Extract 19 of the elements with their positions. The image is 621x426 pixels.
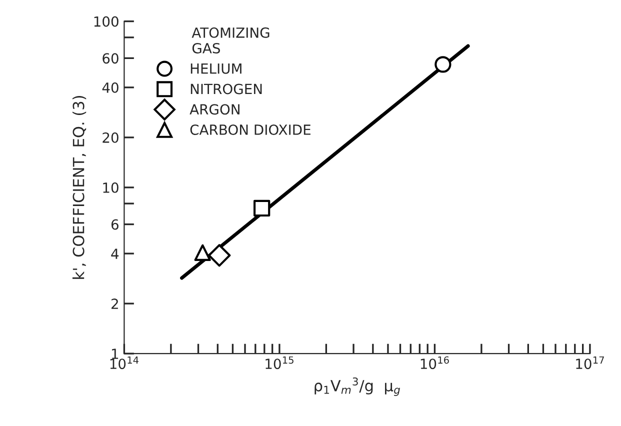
y-tick-label: 6 <box>111 219 118 230</box>
legend-label: CARBON DIOXIDE <box>190 124 310 136</box>
x-axis-title: ρ$_{1}$V$_{m}$$^{3}$/g μ$_{g}$ <box>314 377 400 396</box>
y-tick-label: 2 <box>112 298 118 309</box>
y-tick-label: 4 <box>111 248 119 259</box>
y-tick-label: 10 <box>103 182 118 193</box>
x-tick-label: 10$^{17}$ <box>576 356 604 370</box>
y-axis-title: k', COEFFICIENT, EQ. (3) <box>72 96 86 279</box>
legend-label: NITROGEN <box>190 84 262 94</box>
legend-title: ATOMIZING GAS <box>192 27 270 54</box>
y-tick-label: 60 <box>102 53 118 64</box>
x-tick-label: 10$^{16}$ <box>420 356 449 370</box>
legend-label: HELIUM <box>190 64 242 74</box>
y-tick-label: 100 <box>94 16 118 27</box>
y-tick-label: 1 <box>112 348 118 359</box>
x-tick-label: 10$^{15}$ <box>266 356 294 370</box>
legend-label: ARGON <box>190 104 240 115</box>
y-tick-label: 20 <box>102 132 118 143</box>
y-tick-label: 40 <box>102 82 118 93</box>
